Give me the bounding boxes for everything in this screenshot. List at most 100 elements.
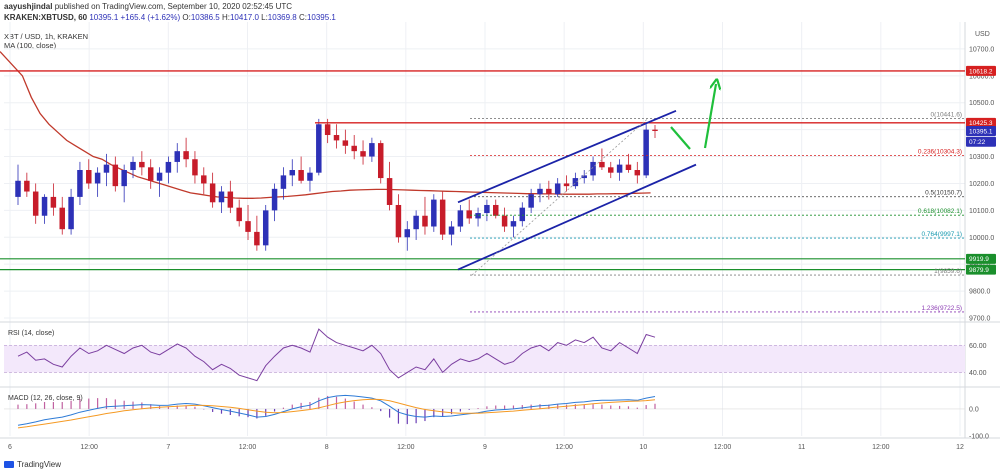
- candle-body: [156, 172, 163, 181]
- candle-body: [254, 231, 260, 246]
- candle-body: [351, 145, 357, 152]
- tradingview-logo-icon: [4, 461, 14, 468]
- candle-body: [218, 191, 225, 203]
- ohlc-symbol: KRAKEN:XBTUSD, 60: [4, 13, 88, 22]
- macd-tick-label: -100.0: [969, 434, 989, 441]
- price-tag-bg: [966, 125, 996, 136]
- footer-brand[interactable]: TradingView: [17, 460, 61, 469]
- price-tag-text: 10425.3: [969, 120, 993, 127]
- candle-body: [280, 175, 287, 189]
- publisher-author[interactable]: aayushjindal: [4, 2, 53, 11]
- candle-body: [422, 215, 428, 227]
- rsi-band: [4, 345, 965, 373]
- macd-signal-line: [17, 398, 656, 429]
- candle-body: [50, 196, 57, 208]
- candle-body: [324, 124, 331, 136]
- candle-body: [510, 221, 517, 227]
- price-tag-text: 07:22: [969, 139, 986, 146]
- candle-body: [625, 164, 632, 170]
- y-tick-label: 10600.0: [969, 73, 994, 80]
- rsi-label[interactable]: RSI (14, close): [8, 330, 54, 337]
- candle-body: [466, 210, 472, 219]
- candle-body: [519, 207, 526, 222]
- fib-level-label: 0.764(9997.1): [922, 231, 962, 238]
- x-tick-label: 11: [798, 444, 805, 451]
- y-tick-label: 10100.0: [969, 208, 994, 215]
- candle-body: [112, 164, 119, 187]
- candle-body: [227, 191, 234, 208]
- currency-label: USD: [975, 31, 990, 38]
- candle-body: [546, 188, 552, 195]
- y-tick-label: 10300.0: [969, 154, 994, 161]
- rsi-tick-label: 40.00: [969, 370, 987, 377]
- x-tick-label: 12:00: [239, 444, 257, 451]
- ohlc-low: 10369.8: [267, 13, 297, 22]
- candle-body: [121, 170, 127, 187]
- macd-tick-label: 0.0: [969, 406, 979, 413]
- ohlc-change: +165.4 (+1.62%): [120, 13, 181, 22]
- candle-body: [262, 210, 269, 246]
- fib-anchor-line: [471, 118, 649, 276]
- candle-body: [316, 124, 322, 173]
- y-tick-label: 9800.0: [969, 289, 991, 296]
- arrow-up-line: [703, 84, 716, 149]
- y-tick-label: 10500.0: [969, 100, 994, 107]
- fib-level-label: 1.236(9722.5): [922, 305, 962, 312]
- candle-body: [608, 167, 614, 173]
- candle-body: [413, 215, 419, 230]
- candle-body: [289, 170, 296, 176]
- ohlc-o-label: O:: [182, 13, 191, 22]
- candle-body: [501, 215, 508, 227]
- x-tick-label: 7: [166, 444, 170, 451]
- candle-body: [307, 172, 313, 181]
- fib-level-label: 0.618(10082.1): [918, 208, 962, 215]
- ohlc-high: 10417.0: [229, 13, 259, 22]
- candle-body: [68, 196, 74, 230]
- candles-layer: [0, 51, 658, 251]
- candle-body: [581, 175, 587, 179]
- candle-body: [147, 167, 154, 181]
- candle-body: [395, 204, 402, 238]
- candle-body: [377, 143, 384, 179]
- candle-body: [41, 196, 48, 216]
- macd-line: [17, 394, 656, 426]
- ma100-line: [0, 51, 651, 199]
- macd-panel: [4, 394, 965, 429]
- candle-body: [94, 172, 101, 184]
- candle-body: [369, 143, 375, 157]
- x-tick-label: 12:00: [397, 444, 415, 451]
- ohlc-open: 10386.5: [190, 13, 220, 22]
- ohlc-c-label: C:: [298, 13, 307, 22]
- candle-body: [431, 199, 437, 227]
- channel-lower-line: [457, 163, 697, 271]
- macd-label[interactable]: MACD (12, 26, close, 9): [8, 395, 83, 402]
- candle-body: [236, 207, 242, 222]
- candle-body: [386, 178, 393, 205]
- ohlc-last: 10395.1: [89, 13, 119, 22]
- candle-body: [634, 170, 641, 176]
- publisher-text: published on TradingView.com, September …: [54, 2, 293, 11]
- annotations-layer: 0(10441.6) 0.236(10304.3) 0.5(10150.7) 0.61…: [0, 70, 965, 313]
- price-tag-bg: [966, 264, 996, 275]
- candle-body: [32, 191, 39, 216]
- candle-body: [554, 183, 561, 195]
- candle-body: [475, 213, 481, 219]
- x-tick-label: 12:00: [555, 444, 573, 451]
- ohlc-line: KRAKEN:XBTUSD, 60 10395.1 +165.4 (+1.62%…: [4, 13, 336, 22]
- candle-body: [174, 151, 180, 162]
- legend-ma[interactable]: MA (100, close): [4, 41, 57, 50]
- y-tick-label: 10000.0: [969, 235, 994, 242]
- legend-series[interactable]: XBT / USD, 1h, KRAKEN: [4, 32, 89, 41]
- y-tick-label: 10700.0: [969, 46, 994, 53]
- candle-body: [165, 161, 172, 173]
- candle-body: [439, 199, 446, 235]
- fib-level-label: 0(10441.6): [931, 111, 962, 118]
- rsi-tick-label: 60.00: [969, 343, 987, 350]
- candle-body: [493, 204, 499, 216]
- fib-level-label: 1(9859.6): [934, 268, 962, 275]
- fib-level-label: 0.236(10304.3): [918, 148, 962, 155]
- candle-body: [77, 170, 83, 197]
- ohlc-h-label: H:: [221, 13, 230, 22]
- candle-body: [652, 129, 658, 131]
